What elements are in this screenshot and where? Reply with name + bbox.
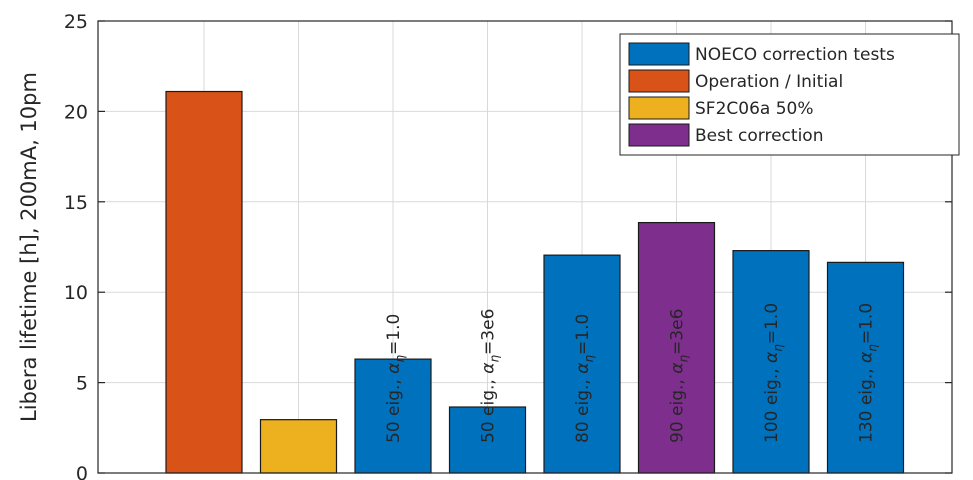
y-tick-label: 25	[64, 11, 88, 33]
bar	[259, 419, 338, 474]
bar	[448, 406, 527, 474]
bar-labels: 50 eig., αη=1.0 50 eig., αη=3e6 80 eig., α…	[384, 303, 880, 443]
legend-label: NOECO correction tests	[695, 45, 895, 65]
bar	[165, 90, 243, 474]
legend-swatch	[628, 96, 690, 120]
legend-label: SF2C06a 50%	[695, 99, 814, 119]
y-tick-label: 5	[76, 373, 88, 395]
legend-label: Best correction	[695, 126, 823, 146]
bar-label: 130 eig., αη=1.0	[857, 303, 880, 443]
y-tick-label: 0	[76, 463, 88, 480]
legend-swatch	[628, 123, 690, 147]
y-tick-label: 20	[64, 101, 88, 123]
bar-label: 90 eig., αη=3e6	[668, 309, 691, 443]
legend-label: Operation / Initial	[695, 72, 843, 92]
bar	[826, 261, 905, 474]
bar	[354, 358, 432, 474]
bar	[732, 250, 810, 474]
legend-swatch	[628, 69, 690, 93]
bars	[165, 90, 905, 474]
bar	[637, 221, 716, 474]
legend-swatch	[628, 42, 690, 66]
y-tick-label: 10	[64, 282, 88, 304]
y-tick-label: 15	[64, 192, 88, 214]
y-axis-ticks: 0 5 10 15 20 25	[64, 11, 952, 480]
bar-label: 50 eig., αη=3e6	[479, 309, 502, 443]
bar-label: 100 eig., αη=1.0	[762, 303, 785, 443]
plot-frame	[97, 20, 953, 474]
bar-label: 80 eig., αη=1.0	[573, 314, 596, 443]
bar-label: 50 eig., αη=1.0	[384, 314, 407, 443]
legend: NOECO correction tests Operation / Initia…	[619, 33, 960, 156]
y-axis-label: Libera lifetime [h], 200mA, 10pm	[17, 72, 41, 422]
bar	[543, 254, 621, 474]
